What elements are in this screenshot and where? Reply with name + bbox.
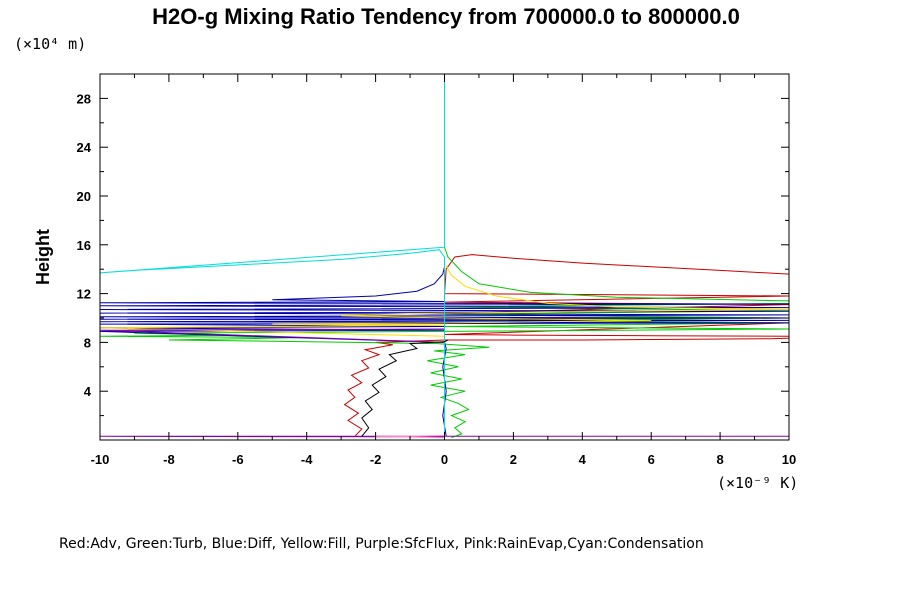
x-tick-label: -8 [163, 452, 175, 467]
y-tick-label: 12 [77, 287, 91, 302]
y-tick-label: 28 [77, 91, 91, 106]
series-line-total [361, 339, 449, 437]
x-tick-label: 2 [510, 452, 517, 467]
series-line-adv [343, 254, 790, 437]
plot-frame [99, 73, 790, 441]
x-tick-label: 0 [441, 452, 448, 467]
y-tick-label: 24 [77, 140, 92, 155]
series-layer [99, 74, 790, 439]
chart-title: H2O-g Mixing Ratio Tendency from 700000.… [152, 4, 740, 29]
x-tick-label: 10 [782, 452, 796, 467]
x-tick-label: 6 [648, 452, 655, 467]
series-line-fill [99, 265, 790, 337]
y-tick-label: 4 [84, 384, 92, 399]
y-tick-label: 20 [77, 189, 91, 204]
x-tick-label: -10 [91, 452, 110, 467]
x-tick-label: 8 [716, 452, 723, 467]
series-line-condensation [99, 74, 445, 438]
y-axis-label: Height [33, 229, 53, 285]
y-tick-label: 8 [84, 335, 91, 350]
legend-text: Red:Adv, Green:Turb, Blue:Diff, Yellow:F… [59, 536, 704, 552]
y-tick-label: 16 [77, 238, 91, 253]
x-unit-label: (×10⁻⁹ K) [717, 474, 798, 492]
y-unit-label: (×10⁴ m) [14, 35, 86, 53]
x-tick-label: -6 [232, 452, 244, 467]
x-tick-label: 4 [579, 452, 587, 467]
x-tick-label: -4 [301, 452, 313, 467]
x-tick-label: -2 [370, 452, 382, 467]
